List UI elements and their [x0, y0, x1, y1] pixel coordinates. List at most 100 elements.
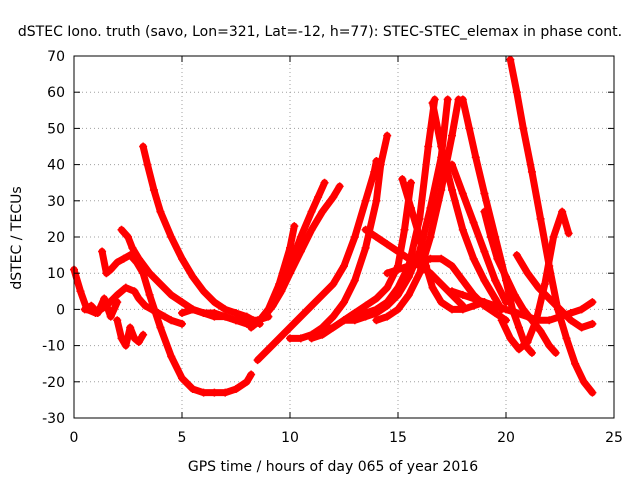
data-point [448, 287, 456, 296]
data-point [76, 287, 85, 296]
data-point [448, 160, 456, 169]
data-point [426, 233, 435, 241]
data-series [139, 142, 264, 328]
data-point [117, 334, 126, 343]
data-point [318, 207, 327, 216]
data-point [178, 309, 186, 318]
data-point [221, 312, 230, 321]
data-point [167, 290, 176, 299]
data-point [361, 312, 370, 321]
data-point [232, 309, 240, 318]
data-series [251, 182, 344, 328]
data-point [458, 305, 467, 314]
y-tick-label: 40 [47, 158, 65, 174]
data-point [126, 251, 135, 260]
data-point [465, 124, 474, 133]
data-point [404, 290, 413, 299]
data-point [394, 290, 402, 299]
data-point [372, 316, 381, 325]
data-point [156, 207, 165, 216]
data-point [448, 305, 456, 314]
x-ticks: 0 5 10 15 20 25 [70, 56, 623, 446]
data-series [512, 251, 597, 332]
data-point [307, 207, 316, 216]
data-point [361, 196, 370, 205]
data-point [469, 294, 478, 303]
data-point [167, 316, 176, 325]
data-point [415, 233, 424, 241]
data-point [113, 258, 122, 267]
data-point [318, 327, 327, 336]
data-point [121, 283, 130, 292]
data-point [588, 319, 597, 328]
data-point [579, 377, 588, 386]
data-point [210, 309, 219, 318]
data-point [221, 388, 230, 397]
data-point [247, 323, 256, 332]
series-trace [448, 161, 510, 306]
data-point [156, 280, 165, 289]
data-point [372, 309, 381, 318]
data-point [383, 312, 392, 321]
data-point [277, 287, 286, 296]
data-point [512, 251, 521, 260]
data-point [514, 345, 523, 354]
data-point [286, 243, 294, 252]
series-trace [429, 99, 506, 313]
y-tick-label: 10 [47, 266, 65, 282]
data-series [80, 294, 122, 321]
data-point [275, 334, 284, 343]
data-point [534, 283, 543, 292]
y-tick-label: -10 [42, 339, 65, 355]
data-point [566, 316, 575, 325]
data-point [571, 359, 580, 368]
data-point [210, 298, 219, 307]
data-point [188, 305, 197, 314]
x-tick-label: 10 [281, 430, 299, 446]
data-point [426, 204, 435, 213]
series-trace [513, 251, 596, 331]
data-point [437, 254, 446, 263]
data-point [106, 265, 115, 274]
data-point [428, 283, 437, 292]
data-point [394, 265, 402, 274]
data-point [372, 294, 381, 303]
data-point [448, 131, 456, 140]
data-point [149, 185, 158, 194]
y-tick-label: 60 [47, 85, 65, 101]
data-point [443, 95, 452, 104]
data-point [335, 182, 344, 191]
data-point [93, 309, 102, 318]
data-point [491, 276, 500, 285]
data-point [536, 327, 545, 336]
data-point [130, 334, 139, 343]
data-point [512, 88, 521, 97]
data-point [167, 233, 176, 241]
y-tick-label: 20 [47, 230, 65, 246]
data-point [113, 298, 122, 307]
data-point [383, 269, 392, 278]
data-point [480, 247, 489, 256]
data-point [577, 305, 586, 314]
data-point [296, 233, 305, 241]
data-point [556, 305, 564, 314]
y-tick-label: 0 [56, 302, 65, 318]
data-point [400, 225, 409, 234]
data-point [296, 334, 305, 343]
data-point [307, 301, 316, 310]
data-point [119, 254, 128, 263]
data-point [80, 305, 89, 314]
data-point [286, 323, 294, 332]
data-point [448, 261, 456, 270]
data-point [178, 298, 186, 307]
data-point [242, 312, 251, 321]
data-point [232, 316, 240, 325]
data-point [534, 316, 543, 325]
data-point [437, 185, 446, 194]
data-point [480, 298, 489, 307]
plot-area [70, 55, 597, 397]
data-point [286, 269, 294, 278]
data-point [145, 290, 154, 299]
x-tick-label: 20 [497, 430, 515, 446]
data-series [372, 95, 463, 325]
